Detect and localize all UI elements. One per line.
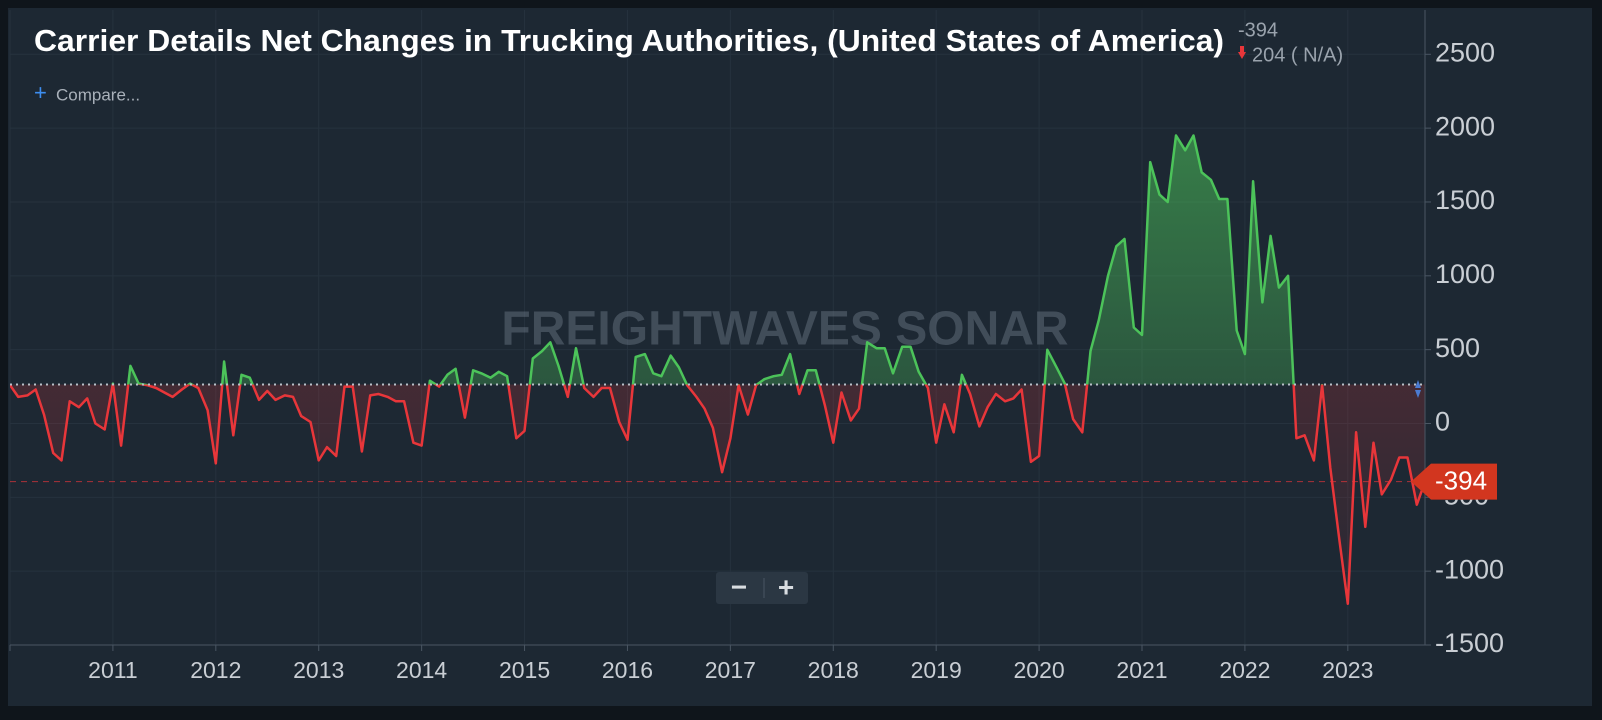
watermark: FREIGHTWAVES SONAR (501, 303, 1068, 356)
x-tick-label: 2018 (808, 657, 859, 683)
zoom-controls: − + (716, 571, 808, 604)
y-tick-label: 2500 (1435, 37, 1495, 67)
last-value-label: -394 (1435, 466, 1487, 496)
last-value-tag (1411, 463, 1497, 500)
line (10, 134, 1324, 385)
current-value: -394 (1238, 19, 1278, 41)
zoom-bg (716, 572, 808, 604)
compare-plus: + (34, 80, 47, 105)
x-tick-label: 2022 (1219, 657, 1270, 683)
y-tick-label: 1500 (1435, 185, 1495, 215)
x-tick-label: 2019 (911, 657, 962, 683)
x-tick-label: 2021 (1116, 657, 1167, 683)
y-tick-label: 500 (1435, 333, 1480, 363)
chart-title: Carrier Details Net Changes in Trucking … (34, 23, 1224, 58)
line (10, 384, 1425, 605)
y-tick-label: 2000 (1435, 111, 1495, 141)
x-tick-label: 2016 (602, 657, 653, 683)
line-below (10, 384, 1425, 605)
x-tick-label: 2017 (705, 657, 756, 683)
zoom-out[interactable]: − (731, 571, 747, 602)
area-fill (10, 384, 1425, 604)
compare-label: Compare... (56, 85, 140, 104)
x-tick-label: 2015 (499, 657, 550, 683)
x-tick-label: 2011 (88, 657, 137, 683)
area-above (10, 135, 1425, 385)
x-tick-label: 2012 (190, 657, 241, 683)
x-tick-label: 2020 (1014, 657, 1065, 683)
y-tick-label: -1000 (1435, 554, 1504, 584)
y-tick-label: -1500 (1435, 628, 1504, 658)
area-below (10, 384, 1425, 604)
down-arrow (1238, 46, 1246, 59)
y-tick-label: 0 (1435, 407, 1450, 437)
y-tick-label: 1000 (1435, 259, 1495, 289)
area-fill (10, 135, 1425, 385)
zoom-in[interactable]: + (778, 571, 794, 602)
x-tick-label: 2013 (293, 657, 344, 683)
x-tick-label: 2023 (1322, 657, 1373, 683)
axis-handle[interactable] (1415, 380, 1421, 398)
x-tick-label: 2014 (396, 657, 447, 683)
change: 204 ( N/A) (1252, 44, 1343, 66)
compare-button[interactable]: + Compare... (34, 80, 140, 105)
line-above (10, 134, 1324, 385)
